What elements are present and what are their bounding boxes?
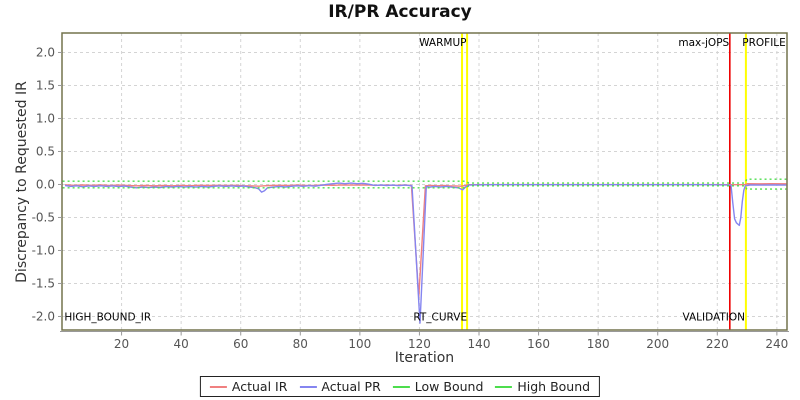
legend-label: High Bound — [517, 379, 591, 394]
phase-label: RT_CURVE — [413, 311, 467, 323]
y-ticks: 2.0 1.5 1.0 0.5 0.0 -0.5 -1.0 -1.5 -2.0 — [32, 45, 62, 323]
y-tick-label: 0.5 — [36, 144, 55, 158]
phase-label: WARMUP — [419, 37, 466, 49]
x-tick-label: 200 — [646, 337, 669, 351]
phase-annotations: WARMUP max-jOPS PROFILE HIGH_BOUND_IR RT_CUR… — [64, 37, 785, 324]
phase-markers — [461, 33, 747, 330]
legend-label: Actual IR — [231, 379, 288, 394]
y-tick-label: 0.0 — [36, 177, 55, 191]
y-axis-label: Discrepancy to Requested IR — [14, 81, 30, 283]
x-tick-label: 160 — [527, 337, 550, 351]
y-tick-label: -2.0 — [32, 309, 55, 323]
legend-item-actual-pr: Actual PR — [299, 379, 381, 394]
x-axis-label: Iteration — [394, 350, 455, 366]
y-tick-label: 1.5 — [36, 78, 55, 92]
phase-label: PROFILE — [742, 37, 786, 49]
phase-label: HIGH_BOUND_IR — [64, 311, 151, 323]
chart-title: IR/PR Accuracy — [328, 2, 472, 22]
series-low-bound — [62, 185, 787, 190]
x-tick-label: 140 — [468, 337, 491, 351]
legend: Actual IR Actual PR Low Bound High Bound — [199, 376, 601, 397]
x-tick-label: 220 — [706, 337, 729, 351]
plot-border — [61, 32, 788, 331]
x-tick-label: 80 — [293, 337, 308, 351]
x-tick-label: 100 — [348, 337, 371, 351]
x-tick-label: 60 — [233, 337, 248, 351]
x-tick-label: 180 — [587, 337, 610, 351]
series-high-bound — [62, 178, 787, 184]
legend-swatch — [392, 385, 410, 388]
legend-item-high-bound: High Bound — [495, 379, 590, 394]
x-tick-label: 40 — [174, 337, 189, 351]
y-tick-label: -1.0 — [32, 243, 55, 257]
x-ticks: 20 40 60 80 100 120 140 160 180 200 220 240 — [114, 331, 788, 351]
x-tick-label: 240 — [765, 337, 788, 351]
legend-label: Actual PR — [321, 379, 381, 394]
legend-swatch — [209, 385, 227, 388]
y-tick-label: 1.0 — [36, 111, 55, 125]
legend-item-actual-ir: Actual IR — [209, 379, 288, 394]
grid — [62, 33, 787, 330]
legend-swatch — [299, 385, 317, 388]
legend-swatch — [495, 385, 513, 388]
plot-area: WARMUP max-jOPS PROFILE HIGH_BOUND_IR RT_CUR… — [32, 32, 789, 351]
y-tick-label: -1.5 — [32, 276, 55, 290]
legend-item-low-bound: Low Bound — [392, 379, 484, 394]
x-tick-label: 20 — [114, 337, 129, 351]
phase-label: VALIDATION — [682, 311, 745, 323]
y-tick-label: -0.5 — [32, 210, 55, 224]
legend-label: Low Bound — [414, 379, 484, 394]
x-tick-label: 120 — [408, 337, 431, 351]
y-tick-label: 2.0 — [36, 45, 55, 59]
phase-label: max-jOPS — [678, 37, 729, 49]
